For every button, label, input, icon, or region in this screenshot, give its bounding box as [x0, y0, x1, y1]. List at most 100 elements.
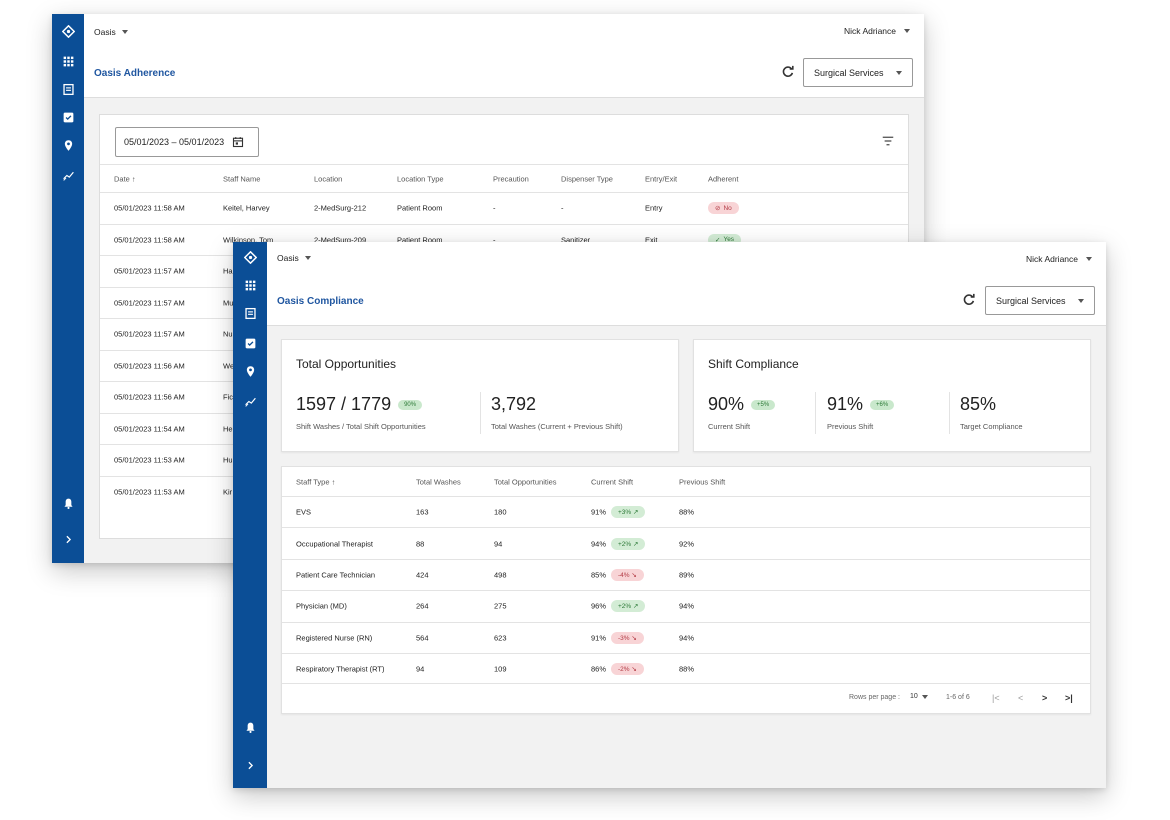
rows-per-page-select[interactable]: 10 [910, 693, 928, 700]
task-check-icon[interactable] [233, 334, 267, 352]
table-row[interactable]: Respiratory Therapist (RT) 94 109 86% -2… [282, 652, 1090, 684]
trend-badge: +3% ↗ [611, 506, 646, 519]
cell-date: 05/01/2023 11:56 AM [114, 392, 185, 402]
current-shift-metric: 90% +5% Current Shift [708, 394, 776, 431]
app-switcher[interactable]: Oasis [277, 253, 311, 263]
cell-location-type: Patient Room [397, 203, 443, 213]
expand-chevron-icon[interactable] [52, 530, 84, 548]
shift-compliance-card: Shift Compliance 90% +5% Current Shift 9… [693, 339, 1091, 452]
user-menu[interactable]: Nick Adriance [1026, 254, 1092, 264]
column-header-adherent[interactable]: Adherent [708, 174, 739, 183]
compliance-window: Oasis Nick Adriance Oasis Compliance Sur… [233, 242, 1106, 788]
cell-precaution: - [493, 235, 496, 245]
department-select[interactable]: Surgical Services [985, 286, 1095, 315]
adherent-badge: ⊘ No [708, 202, 739, 215]
table-row[interactable]: Physician (MD) 264 275 96% +2% ↗ 94% [282, 590, 1090, 621]
user-name: Nick Adriance [844, 26, 896, 36]
table-row[interactable]: Registered Nurse (RN) 564 623 91% -3% ↘ … [282, 621, 1090, 653]
total-washes-metric: 3,792 Total Washes (Current + Previous S… [491, 394, 623, 431]
table-row[interactable]: EVS 163 180 91% +3% ↗ 88% [282, 496, 1090, 527]
department-select[interactable]: Surgical Services [803, 58, 913, 87]
column-header-precaution[interactable]: Precaution [493, 174, 529, 183]
column-header-total-opportunities[interactable]: Total Opportunities [494, 477, 557, 486]
apps-grid-icon[interactable] [52, 52, 84, 70]
analytics-trend-icon[interactable] [233, 392, 267, 410]
chevron-down-icon [896, 70, 902, 75]
chevron-down-icon [1078, 298, 1084, 303]
refresh-icon[interactable] [962, 293, 976, 307]
column-header-dispenser-type[interactable]: Dispenser Type [561, 174, 613, 183]
column-header-entry-exit[interactable]: Entry/Exit [645, 174, 678, 183]
total-washes-value: 3,792 [491, 394, 537, 414]
app-switcher[interactable]: Oasis [94, 27, 128, 37]
column-header-location[interactable]: Location [314, 174, 343, 183]
chevron-down-icon [904, 29, 910, 33]
metric-label: Previous Shift [827, 422, 874, 431]
app-logo-icon[interactable] [233, 248, 267, 266]
previous-shift-value: 91% [827, 394, 864, 414]
metric-label: Current Shift [708, 422, 751, 431]
table-row[interactable]: Patient Care Technician 424 498 85% -4% … [282, 558, 1090, 590]
cell-dispenser-type: Sanitizer [561, 235, 591, 245]
user-menu[interactable]: Nick Adriance [844, 26, 910, 36]
cell-staff-name: Fic [223, 392, 233, 402]
cell-total-opportunities: 180 [494, 507, 507, 517]
cell-entry-exit: Entry [645, 203, 663, 213]
table-row[interactable]: 05/01/2023 11:58 AM Keitel, Harvey 2-Med… [100, 192, 908, 224]
column-header-current-shift[interactable]: Current Shift [591, 477, 634, 486]
column-header-staff-name[interactable]: Staff Name [223, 174, 261, 183]
location-pin-icon[interactable] [233, 362, 267, 380]
filter-icon[interactable] [882, 135, 894, 147]
adherent-value: Yes [723, 236, 735, 244]
refresh-icon[interactable] [781, 65, 795, 79]
column-header-previous-shift[interactable]: Previous Shift [679, 477, 726, 486]
table-row[interactable]: Occupational Therapist 88 94 94% +2% ↗ 9… [282, 527, 1090, 558]
report-icon[interactable] [52, 80, 84, 98]
cell-total-washes: 163 [416, 507, 429, 517]
cell-date: 05/01/2023 11:57 AM [114, 329, 185, 339]
column-header-total-washes[interactable]: Total Washes [416, 477, 461, 486]
cell-entry-exit: Exit [645, 235, 658, 245]
last-page-icon[interactable]: >| [1065, 693, 1073, 703]
next-page-icon[interactable]: > [1042, 693, 1048, 703]
blocked-icon: ⊘ [715, 205, 721, 213]
cell-previous-shift: 92% [679, 539, 695, 549]
metric-value-row: 90% +5% [708, 394, 776, 415]
report-icon[interactable] [233, 304, 267, 322]
cell-date: 05/01/2023 11:58 AM [114, 203, 185, 213]
column-header-staff-type[interactable]: Staff Type ↑ [296, 477, 336, 486]
cell-staff-name: Keitel, Harvey [223, 203, 270, 213]
column-header-location-type[interactable]: Location Type [397, 174, 444, 183]
cell-date: 05/01/2023 11:54 AM [114, 424, 185, 434]
cell-total-washes: 564 [416, 633, 429, 643]
table-header-row: Date ↑ Staff Name Location Location Type… [100, 164, 908, 192]
metric-value-row: 3,792 [491, 394, 623, 415]
cell-current-shift: 96% [591, 601, 607, 611]
trend-badge: -3% ↘ [611, 631, 644, 644]
app-logo-icon[interactable] [52, 22, 84, 40]
date-range-picker[interactable]: 05/01/2023 – 05/01/2023 [115, 127, 259, 157]
trend-badge: -4% ↘ [611, 568, 644, 581]
expand-chevron-icon[interactable] [233, 756, 267, 774]
cell-current-shift: 86% [591, 664, 607, 674]
chevron-down-icon [1086, 257, 1092, 261]
prev-page-icon[interactable]: < [1018, 693, 1024, 703]
column-header-date[interactable]: Date ↑ [114, 174, 136, 183]
first-page-icon[interactable]: |< [992, 693, 1000, 703]
user-name: Nick Adriance [1026, 254, 1078, 264]
cell-current-shift: 91% [591, 507, 607, 517]
current-shift-badge: +5% [751, 399, 776, 410]
notifications-bell-icon[interactable] [233, 718, 267, 736]
previous-shift-metric: 91% +6% Previous Shift [827, 394, 895, 431]
cell-staff-name: Nu [223, 329, 233, 339]
divider [480, 392, 481, 434]
notifications-bell-icon[interactable] [52, 494, 84, 512]
analytics-trend-icon[interactable] [52, 166, 84, 184]
task-check-icon[interactable] [52, 108, 84, 126]
location-pin-icon[interactable] [52, 136, 84, 154]
cell-date: 05/01/2023 11:58 AM [114, 235, 185, 245]
cell-staff-type: Physician (MD) [296, 601, 347, 611]
cell-location: 2-MedSurg-209 [314, 235, 367, 245]
cell-total-opportunities: 623 [494, 633, 507, 643]
apps-grid-icon[interactable] [233, 276, 267, 294]
